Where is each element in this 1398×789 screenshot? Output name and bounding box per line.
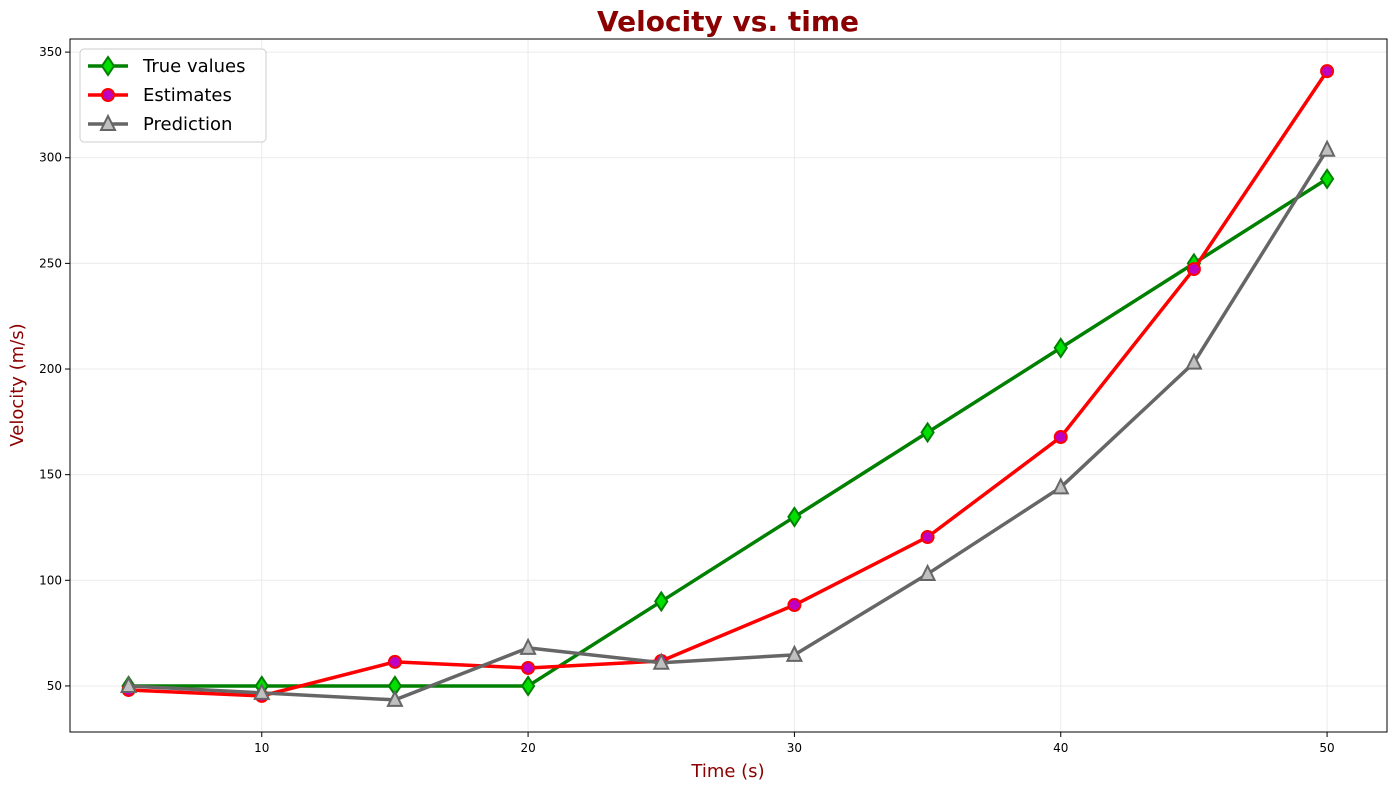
legend-label: True values (142, 56, 246, 77)
data-point (654, 590, 669, 613)
data-point (387, 654, 402, 669)
y-tick-label: 200 (39, 362, 62, 376)
x-tick-label: 50 (1319, 741, 1334, 755)
y-tick-label: 250 (39, 256, 62, 270)
x-tick-label: 10 (254, 741, 269, 755)
legend: True values Estimates Prediction (79, 48, 267, 143)
legend-marker (100, 55, 116, 77)
chart-title: Velocity vs. time (597, 5, 859, 38)
series-line (128, 148, 1329, 702)
data-point (920, 529, 935, 544)
data-point (1052, 477, 1070, 495)
data-point (1318, 139, 1336, 157)
data-point (253, 682, 271, 700)
data-point (520, 675, 536, 697)
legend-box (79, 48, 267, 143)
series-prediction (119, 139, 1336, 707)
x-axis-label: Time (s) (690, 761, 764, 782)
legend-marker (99, 113, 117, 131)
data-point (652, 652, 670, 670)
data-point (1053, 337, 1068, 359)
data-point (1319, 168, 1335, 190)
data-point (787, 506, 802, 528)
data-point (119, 675, 138, 693)
data-point (787, 598, 802, 613)
series-estimates (121, 64, 1335, 703)
legend-marker (101, 88, 115, 102)
y-tick-label: 150 (39, 468, 62, 482)
y-tick-label: 50 (47, 679, 62, 693)
legend-label: Prediction (143, 114, 232, 135)
series-line (128, 177, 1329, 688)
legend-label: Estimates (143, 85, 232, 106)
data-point (521, 660, 536, 675)
y-tick-label: 100 (39, 573, 62, 587)
x-tick-label: 40 (1053, 741, 1068, 755)
series-true-values (121, 168, 1335, 697)
plot-frame (69, 38, 1388, 733)
y-axis-label: Velocity (m/s) (7, 323, 28, 446)
data-point (1053, 430, 1068, 445)
data-point (1185, 352, 1203, 370)
x-tick-label: 30 (787, 741, 802, 755)
data-point (519, 637, 537, 655)
data-point (918, 563, 937, 581)
series-line (128, 70, 1329, 698)
data-point (920, 421, 935, 444)
data-point (386, 689, 404, 707)
y-tick-label: 300 (39, 151, 62, 165)
data-point (785, 644, 804, 662)
data-point (1320, 64, 1335, 79)
y-tick-label: 350 (39, 45, 62, 59)
data-point (1186, 262, 1201, 277)
x-tick-label: 20 (520, 741, 535, 755)
